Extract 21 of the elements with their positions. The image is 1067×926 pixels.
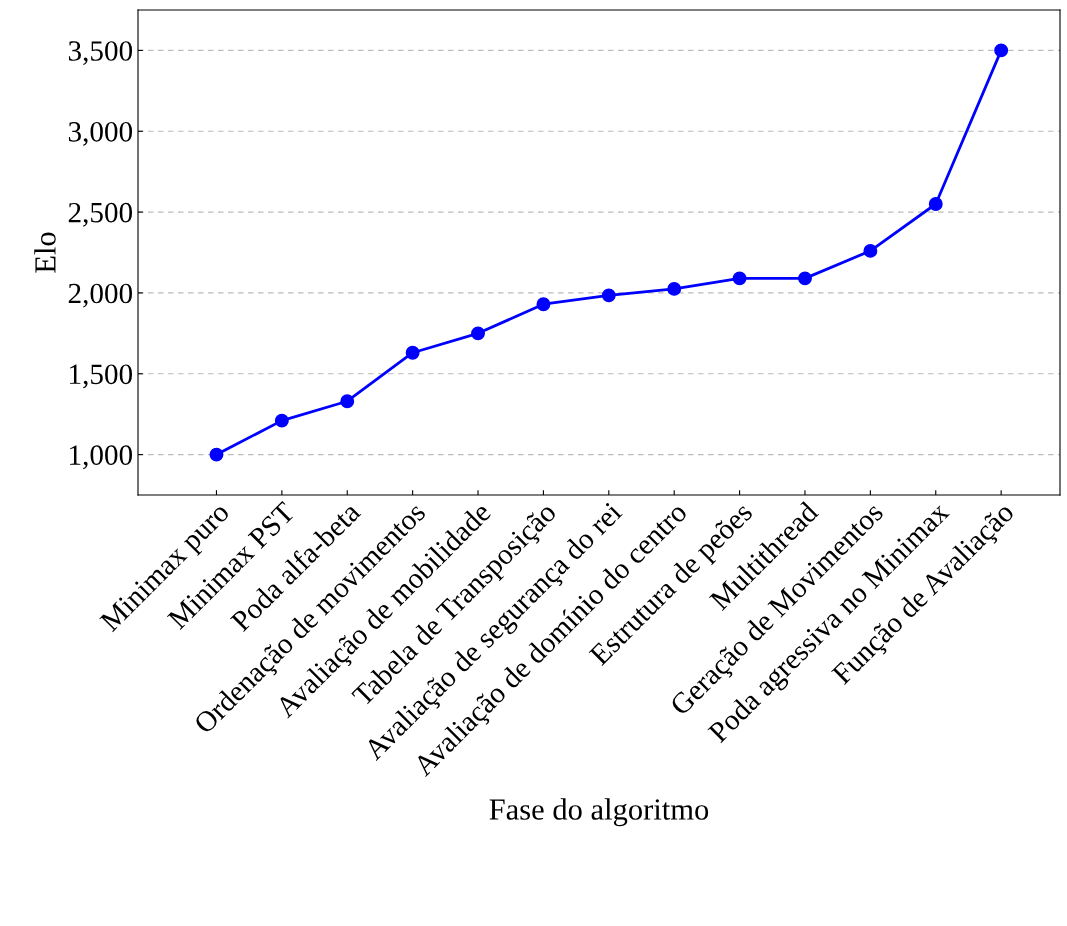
point <box>667 281 682 296</box>
point <box>274 413 289 428</box>
y-tick-label: 3,500 <box>68 41 133 66</box>
point <box>994 43 1009 58</box>
y-tick-label: 1,500 <box>70 364 133 389</box>
y-tick-label: 2,000 <box>68 283 133 308</box>
point <box>405 345 420 360</box>
point <box>209 447 224 462</box>
y-tick-label: 3,000 <box>68 121 133 146</box>
point <box>601 288 616 303</box>
y-tick-label: 1,000 <box>70 445 133 470</box>
y-tick-label: 2,500 <box>68 202 133 227</box>
point <box>536 297 551 312</box>
point <box>732 271 747 286</box>
x-axis-title: Fase do algoritmo <box>489 798 709 827</box>
y-axis-title: Elo <box>34 232 56 273</box>
point <box>471 326 485 341</box>
point <box>798 271 812 286</box>
point <box>928 197 943 211</box>
point <box>863 243 878 258</box>
point <box>340 394 355 409</box>
